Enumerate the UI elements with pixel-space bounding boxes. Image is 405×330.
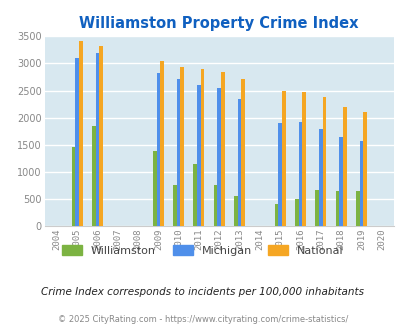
Bar	[355, 191, 359, 226]
Bar	[173, 185, 177, 226]
Bar	[197, 84, 200, 226]
Bar	[294, 199, 298, 226]
Bar	[213, 185, 217, 226]
Bar	[298, 122, 301, 226]
Bar	[217, 88, 220, 226]
Bar	[180, 67, 184, 226]
Bar	[362, 112, 366, 226]
Bar	[237, 99, 241, 226]
Bar	[200, 69, 204, 226]
Bar	[160, 61, 164, 226]
Bar	[75, 58, 79, 226]
Title: Williamston Property Crime Index: Williamston Property Crime Index	[79, 16, 358, 31]
Bar	[177, 79, 180, 226]
Legend: Williamston, Michigan, National: Williamston, Michigan, National	[58, 241, 347, 260]
Bar	[96, 52, 99, 226]
Bar	[359, 141, 362, 226]
Bar	[315, 190, 318, 226]
Bar	[193, 164, 197, 226]
Bar	[241, 79, 245, 226]
Bar	[152, 151, 156, 226]
Bar	[233, 196, 237, 226]
Bar	[72, 148, 75, 226]
Bar	[220, 72, 224, 226]
Bar	[274, 204, 278, 226]
Bar	[322, 97, 326, 226]
Bar	[335, 191, 339, 226]
Bar	[92, 126, 95, 226]
Bar	[339, 137, 342, 226]
Bar	[281, 91, 285, 226]
Bar	[79, 41, 83, 226]
Text: © 2025 CityRating.com - https://www.cityrating.com/crime-statistics/: © 2025 CityRating.com - https://www.city…	[58, 315, 347, 324]
Bar	[278, 122, 281, 226]
Bar	[99, 46, 103, 226]
Bar	[156, 73, 160, 226]
Bar	[301, 92, 305, 226]
Bar	[318, 129, 322, 226]
Bar	[342, 107, 345, 226]
Text: Crime Index corresponds to incidents per 100,000 inhabitants: Crime Index corresponds to incidents per…	[41, 287, 364, 297]
